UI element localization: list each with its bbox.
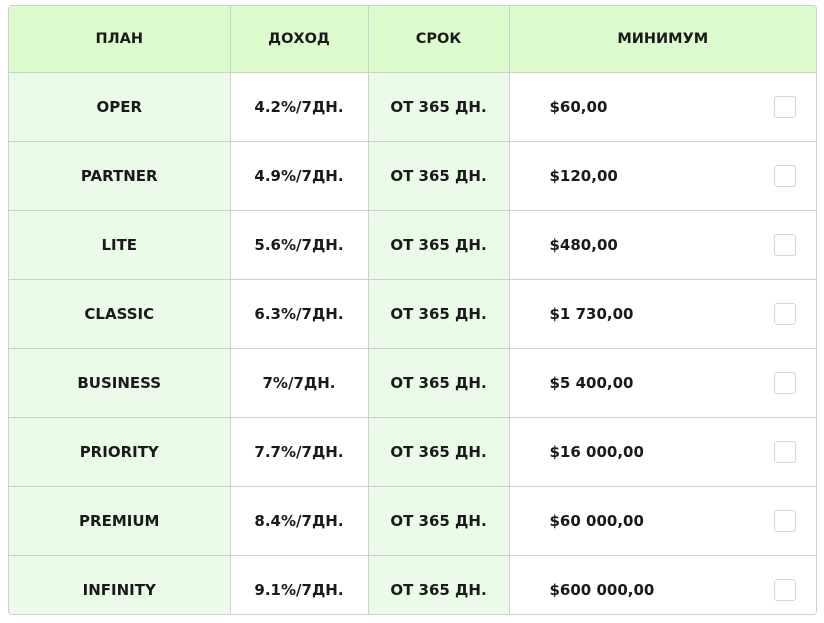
plan-name: PRIORITY bbox=[9, 417, 231, 487]
header-term: СРОК bbox=[368, 6, 510, 73]
plan-name: OPER bbox=[9, 72, 231, 142]
plan-income: 6.3%/7ДН. bbox=[230, 279, 369, 349]
table-body: OPER 4.2%/7ДН. ОТ 365 ДН. $60,00 PARTNER… bbox=[9, 72, 816, 614]
plan-minimum: $60,00 bbox=[549, 98, 608, 116]
plan-minimum: $5 400,00 bbox=[549, 374, 634, 392]
plan-income: 4.2%/7ДН. bbox=[230, 72, 369, 142]
plan-term: ОТ 365 ДН. bbox=[368, 279, 510, 349]
plan-name: LITE bbox=[9, 210, 231, 280]
table-row: CLASSIC 6.3%/7ДН. ОТ 365 ДН. $1 730,00 bbox=[9, 279, 816, 349]
plan-term: ОТ 365 ДН. bbox=[368, 555, 510, 614]
plan-term: ОТ 365 ДН. bbox=[368, 141, 510, 211]
plan-income: 5.6%/7ДН. bbox=[230, 210, 369, 280]
table-row: OPER 4.2%/7ДН. ОТ 365 ДН. $60,00 bbox=[9, 72, 816, 142]
plan-income: 9.1%/7ДН. bbox=[230, 555, 369, 614]
plan-term: ОТ 365 ДН. bbox=[368, 417, 510, 487]
table-row: BUSINESS 7%/7ДН. ОТ 365 ДН. $5 400,00 bbox=[9, 348, 816, 418]
plan-term: ОТ 365 ДН. bbox=[368, 486, 510, 556]
header-row: ПЛАН ДОХОД СРОК МИНИМУМ bbox=[9, 6, 816, 73]
plan-income: 7.7%/7ДН. bbox=[230, 417, 369, 487]
plan-minimum-cell: $120,00 bbox=[509, 141, 816, 211]
table-row: PARTNER 4.9%/7ДН. ОТ 365 ДН. $120,00 bbox=[9, 141, 816, 211]
plan-minimum-cell: $1 730,00 bbox=[509, 279, 816, 349]
plan-name: INFINITY bbox=[9, 555, 231, 614]
plan-minimum-cell: $16 000,00 bbox=[509, 417, 816, 487]
plan-name: PARTNER bbox=[9, 141, 231, 211]
header-minimum: МИНИМУМ bbox=[509, 6, 816, 73]
plan-minimum-cell: $480,00 bbox=[509, 210, 816, 280]
select-checkbox[interactable] bbox=[774, 165, 796, 187]
header-plan: ПЛАН bbox=[9, 6, 231, 73]
select-checkbox[interactable] bbox=[774, 579, 796, 601]
plan-minimum: $16 000,00 bbox=[549, 443, 644, 461]
select-checkbox[interactable] bbox=[774, 234, 796, 256]
header-income: ДОХОД bbox=[230, 6, 369, 73]
select-checkbox[interactable] bbox=[774, 96, 796, 118]
plan-name: CLASSIC bbox=[9, 279, 231, 349]
plans-table: ПЛАН ДОХОД СРОК МИНИМУМ OPER 4.2%/7ДН. О… bbox=[9, 6, 816, 614]
plan-income: 7%/7ДН. bbox=[230, 348, 369, 418]
table-row: LITE 5.6%/7ДН. ОТ 365 ДН. $480,00 bbox=[9, 210, 816, 280]
plan-minimum: $1 730,00 bbox=[549, 305, 634, 323]
select-checkbox[interactable] bbox=[774, 372, 796, 394]
plan-minimum-cell: $60,00 bbox=[509, 72, 816, 142]
plan-term: ОТ 365 ДН. bbox=[368, 210, 510, 280]
plan-term: ОТ 365 ДН. bbox=[368, 348, 510, 418]
plan-minimum: $60 000,00 bbox=[549, 512, 644, 530]
table-header: ПЛАН ДОХОД СРОК МИНИМУМ bbox=[9, 6, 816, 73]
table-row: PREMIUM 8.4%/7ДН. ОТ 365 ДН. $60 000,00 bbox=[9, 486, 816, 556]
plan-minimum: $480,00 bbox=[549, 236, 618, 254]
plan-minimum-cell: $600 000,00 bbox=[509, 555, 816, 614]
plan-minimum-cell: $60 000,00 bbox=[509, 486, 816, 556]
select-checkbox[interactable] bbox=[774, 303, 796, 325]
plan-minimum: $120,00 bbox=[549, 167, 618, 185]
plans-table-container: ПЛАН ДОХОД СРОК МИНИМУМ OPER 4.2%/7ДН. О… bbox=[8, 5, 817, 615]
plan-income: 8.4%/7ДН. bbox=[230, 486, 369, 556]
plan-name: PREMIUM bbox=[9, 486, 231, 556]
plan-income: 4.9%/7ДН. bbox=[230, 141, 369, 211]
select-checkbox[interactable] bbox=[774, 510, 796, 532]
table-row: PRIORITY 7.7%/7ДН. ОТ 365 ДН. $16 000,00 bbox=[9, 417, 816, 487]
select-checkbox[interactable] bbox=[774, 441, 796, 463]
plan-name: BUSINESS bbox=[9, 348, 231, 418]
table-row: INFINITY 9.1%/7ДН. ОТ 365 ДН. $600 000,0… bbox=[9, 555, 816, 614]
plan-minimum: $600 000,00 bbox=[549, 581, 655, 599]
plan-minimum-cell: $5 400,00 bbox=[509, 348, 816, 418]
plan-term: ОТ 365 ДН. bbox=[368, 72, 510, 142]
